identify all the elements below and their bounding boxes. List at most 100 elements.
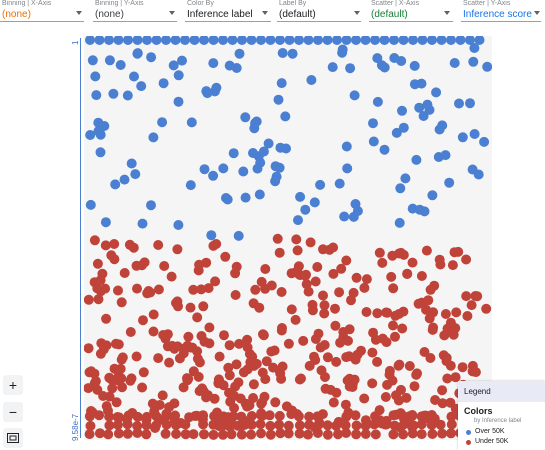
data-point-over-50k[interactable] [104,36,114,45]
data-point-under-50k[interactable] [203,283,214,294]
data-point-over-50k[interactable] [221,193,231,203]
data-point-under-50k[interactable] [95,275,106,286]
data-point-under-50k[interactable] [333,429,343,440]
data-point-under-50k[interactable] [188,284,199,295]
data-point-over-50k[interactable] [170,36,181,45]
data-point-under-50k[interactable] [374,247,385,258]
data-point-under-50k[interactable] [361,274,372,285]
data-point-over-50k[interactable] [85,199,96,210]
data-point-under-50k[interactable] [257,367,268,378]
data-point-under-50k[interactable] [407,422,418,433]
data-point-over-50k[interactable] [158,78,169,89]
data-point-under-50k[interactable] [274,410,285,421]
data-point-under-50k[interactable] [305,237,316,248]
data-point-under-50k[interactable] [276,287,287,297]
data-point-under-50k[interactable] [341,428,352,438]
data-point-over-50k[interactable] [199,36,209,45]
data-point-under-50k[interactable] [428,322,439,333]
data-point-under-50k[interactable] [230,290,241,300]
data-point-over-50k[interactable] [206,230,217,241]
data-point-under-50k[interactable] [132,283,142,294]
data-point-over-50k[interactable] [93,126,104,137]
data-point-under-50k[interactable] [265,429,276,440]
data-point-under-50k[interactable] [238,367,249,378]
data-point-over-50k[interactable] [211,82,222,93]
data-point-under-50k[interactable] [388,320,398,331]
data-point-under-50k[interactable] [131,260,142,271]
zoom-in-button[interactable]: + [4,376,22,394]
data-point-under-50k[interactable] [119,268,130,278]
data-point-under-50k[interactable] [85,420,96,431]
data-point-under-50k[interactable] [481,303,492,314]
data-point-over-50k[interactable] [90,71,101,82]
data-point-under-50k[interactable] [166,271,177,282]
data-point-under-50k[interactable] [260,264,271,274]
data-point-under-50k[interactable] [250,284,261,295]
data-point-over-50k[interactable] [339,211,350,222]
data-point-under-50k[interactable] [334,287,345,298]
data-point-over-50k[interactable] [273,94,284,105]
data-point-over-50k[interactable] [300,204,311,215]
data-point-under-50k[interactable] [103,429,114,440]
data-point-under-50k[interactable] [342,375,353,386]
data-point-under-50k[interactable] [183,331,194,342]
data-point-over-50k[interactable] [400,173,411,184]
data-point-under-50k[interactable] [245,357,256,368]
data-point-under-50k[interactable] [423,413,434,424]
data-point-under-50k[interactable] [381,307,392,318]
data-point-over-50k[interactable] [379,36,390,45]
data-point-over-50k[interactable] [437,120,448,131]
data-point-under-50k[interactable] [283,428,294,439]
data-point-over-50k[interactable] [100,217,111,228]
data-point-under-50k[interactable] [93,294,104,305]
data-point-under-50k[interactable] [106,250,117,261]
data-point-under-50k[interactable] [246,429,257,440]
data-point-under-50k[interactable] [428,307,439,318]
data-point-over-50k[interactable] [270,176,281,187]
data-point-under-50k[interactable] [117,382,128,393]
data-point-under-50k[interactable] [359,393,370,404]
data-point-over-50k[interactable] [126,158,137,169]
data-point-under-50k[interactable] [445,397,456,408]
data-point-under-50k[interactable] [450,372,461,383]
data-point-over-50k[interactable] [332,36,342,45]
data-point-over-50k[interactable] [208,170,219,181]
data-point-under-50k[interactable] [351,272,362,283]
data-point-under-50k[interactable] [343,335,353,346]
data-point-over-50k[interactable] [287,48,298,59]
data-point-under-50k[interactable] [411,369,422,380]
data-point-under-50k[interactable] [242,342,253,353]
data-point-under-50k[interactable] [113,370,124,381]
data-point-over-50k[interactable] [389,53,400,63]
data-point-under-50k[interactable] [386,271,397,282]
data-point-under-50k[interactable] [336,263,347,274]
data-point-under-50k[interactable] [257,397,268,408]
data-point-over-50k[interactable] [422,99,433,110]
data-point-under-50k[interactable] [370,334,381,345]
data-point-over-50k[interactable] [389,36,399,45]
data-point-under-50k[interactable] [437,398,448,409]
data-point-under-50k[interactable] [219,330,229,341]
data-point-under-50k[interactable] [313,328,324,339]
data-point-under-50k[interactable] [117,352,128,363]
data-point-over-50k[interactable] [306,75,317,85]
data-point-over-50k[interactable] [349,90,360,101]
data-point-under-50k[interactable] [132,421,143,431]
data-point-over-50k[interactable] [218,163,229,174]
data-point-under-50k[interactable] [222,416,233,427]
data-point-under-50k[interactable] [256,428,266,439]
data-point-over-50k[interactable] [474,36,485,45]
data-point-under-50k[interactable] [268,362,279,373]
data-point-under-50k[interactable] [446,428,456,439]
data-point-over-50k[interactable] [168,60,179,71]
data-point-over-50k[interactable] [468,56,479,67]
data-point-under-50k[interactable] [160,428,171,439]
data-point-over-50k[interactable] [151,36,162,45]
data-point-under-50k[interactable] [442,373,453,384]
data-point-under-50k[interactable] [202,390,213,401]
data-point-under-50k[interactable] [218,429,228,440]
data-point-over-50k[interactable] [180,36,190,45]
data-point-under-50k[interactable] [388,283,399,294]
data-point-under-50k[interactable] [84,429,95,440]
data-point-over-50k[interactable] [345,63,356,74]
